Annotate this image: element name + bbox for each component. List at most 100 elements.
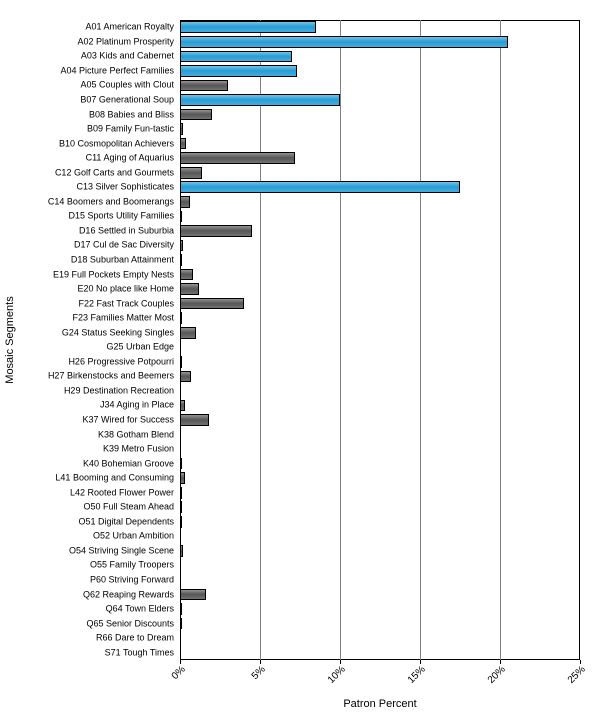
bar-row: B09 Family Fun-tastic — [180, 122, 580, 137]
bar-row: C12 Golf Carts and Gourmets — [180, 165, 580, 180]
bar-category-label: D15 Sports Utility Families — [68, 212, 180, 221]
bar-highlight — [180, 94, 340, 106]
bar-row: Q65 Senior Discounts — [180, 616, 580, 631]
bar-category-label: B10 Cosmopolitan Achievers — [59, 139, 180, 148]
bar — [180, 152, 295, 164]
y-axis-label: Mosaic Segments — [4, 296, 16, 383]
bar-row: A02 Platinum Prosperity — [180, 35, 580, 50]
bar-row: Q62 Reaping Rewards — [180, 587, 580, 602]
bar-category-label: D17 Cul de Sac Diversity — [74, 241, 180, 250]
bar — [180, 80, 228, 92]
bar-row: B10 Cosmopolitan Achievers — [180, 136, 580, 151]
bar — [180, 458, 182, 470]
bar-category-label: D18 Suburban Attainment — [71, 255, 180, 264]
bar-row: Q64 Town Elders — [180, 602, 580, 617]
bar-row: A01 American Royalty — [180, 20, 580, 35]
bar — [180, 487, 182, 499]
bar-row: D17 Cul de Sac Diversity — [180, 238, 580, 253]
bar — [180, 589, 206, 601]
bar-row: A03 Kids and Cabernet — [180, 49, 580, 64]
bar — [180, 196, 190, 208]
bar-row: C11 Aging of Aquarius — [180, 151, 580, 166]
bar — [180, 545, 183, 557]
bar-category-label: O54 Striving Single Scene — [69, 546, 180, 555]
bar-category-label: S71 Tough Times — [105, 648, 180, 657]
bar-category-label: O50 Full Steam Ahead — [83, 503, 180, 512]
bar-row: O51 Digital Dependents — [180, 515, 580, 530]
bar-category-label: O55 Family Troopers — [90, 561, 180, 570]
bar-category-label: G24 Status Seeking Singles — [62, 328, 180, 337]
bar-row: O54 Striving Single Scene — [180, 544, 580, 559]
bar-category-label: D16 Settled in Suburbia — [79, 226, 180, 235]
bar — [180, 414, 209, 426]
bar-category-label: O52 Urban Ambition — [93, 532, 180, 541]
bar-row: F22 Fast Track Couples — [180, 296, 580, 311]
bar — [180, 240, 183, 252]
bar — [180, 603, 182, 615]
bar-category-label: B07 Generational Soup — [80, 95, 180, 104]
bar-category-label: L42 Rooted Flower Power — [70, 488, 180, 497]
bar — [180, 225, 252, 237]
bar-category-label: B09 Family Fun-tastic — [87, 125, 180, 134]
bar-row: H26 Progressive Potpourri — [180, 355, 580, 370]
bar-row: A05 Couples with Clout — [180, 78, 580, 93]
bar-category-label: P60 Striving Forward — [90, 575, 180, 584]
bar-category-label: E19 Full Pockets Empty Nests — [53, 270, 180, 279]
bar-highlight — [180, 181, 460, 193]
bar-category-label: O51 Digital Dependents — [78, 517, 180, 526]
bar-category-label: Q62 Reaping Rewards — [83, 590, 180, 599]
bar-category-label: C12 Golf Carts and Gourmets — [55, 168, 180, 177]
bar — [180, 618, 182, 630]
bar — [180, 167, 202, 179]
bar-category-label: R66 Dare to Dream — [96, 634, 180, 643]
bar-row: F23 Families Matter Most — [180, 311, 580, 326]
bar-category-label: K38 Gotham Blend — [98, 430, 180, 439]
bar-highlight — [180, 51, 292, 63]
bar-row: O55 Family Troopers — [180, 558, 580, 573]
bar-row: G25 Urban Edge — [180, 340, 580, 355]
bar-row: E19 Full Pockets Empty Nests — [180, 267, 580, 282]
bar-row: E20 No place like Home — [180, 282, 580, 297]
bar-row: H29 Destination Recreation — [180, 384, 580, 399]
x-tick-label: 25% — [580, 650, 602, 672]
bar-row: H27 Birkenstocks and Beemers — [180, 369, 580, 384]
bar-category-label: A05 Couples with Clout — [80, 81, 180, 90]
bar — [180, 138, 186, 150]
bar — [180, 269, 193, 281]
bar-category-label: C11 Aging of Aquarius — [86, 154, 180, 163]
bar — [180, 327, 196, 339]
bar-category-label: Q64 Town Elders — [106, 605, 180, 614]
bar-row: K38 Gotham Blend — [180, 427, 580, 442]
bar-row: O52 Urban Ambition — [180, 529, 580, 544]
bar-row: K37 Wired for Success — [180, 413, 580, 428]
bar — [180, 298, 244, 310]
bar-category-label: A04 Picture Perfect Families — [60, 66, 180, 75]
bar — [180, 356, 182, 368]
bar-category-label: A03 Kids and Cabernet — [81, 52, 180, 61]
bar-category-label: H27 Birkenstocks and Beemers — [48, 372, 180, 381]
bar — [180, 371, 191, 383]
bar-category-label: K37 Wired for Success — [82, 415, 180, 424]
bar-row: L41 Booming and Consuming — [180, 471, 580, 486]
bar-row: D15 Sports Utility Families — [180, 209, 580, 224]
bar-category-label: H29 Destination Recreation — [64, 386, 180, 395]
bar-row: B07 Generational Soup — [180, 93, 580, 108]
bar-category-label: H26 Progressive Potpourri — [68, 357, 180, 366]
bar — [180, 211, 182, 223]
bar-row: B08 Babies and Bliss — [180, 107, 580, 122]
bar-row: C13 Silver Sophisticates — [180, 180, 580, 195]
bar-category-label: B08 Babies and Bliss — [89, 110, 180, 119]
bar-row: K39 Metro Fusion — [180, 442, 580, 457]
bar — [180, 472, 185, 484]
bar-category-label: E20 No place like Home — [77, 285, 180, 294]
bar-category-label: J34 Aging in Place — [100, 401, 180, 410]
bar-category-label: K40 Bohemian Groove — [83, 459, 180, 468]
bar-row: O50 Full Steam Ahead — [180, 500, 580, 515]
bar-category-label: A01 American Royalty — [85, 23, 180, 32]
bar-row: A04 Picture Perfect Families — [180, 64, 580, 79]
bar-highlight — [180, 65, 297, 77]
bar-highlight — [180, 36, 508, 48]
bar-category-label: L41 Booming and Consuming — [55, 474, 180, 483]
plot-area: A01 American RoyaltyA02 Platinum Prosper… — [180, 20, 580, 660]
bar-row: K40 Bohemian Groove — [180, 456, 580, 471]
